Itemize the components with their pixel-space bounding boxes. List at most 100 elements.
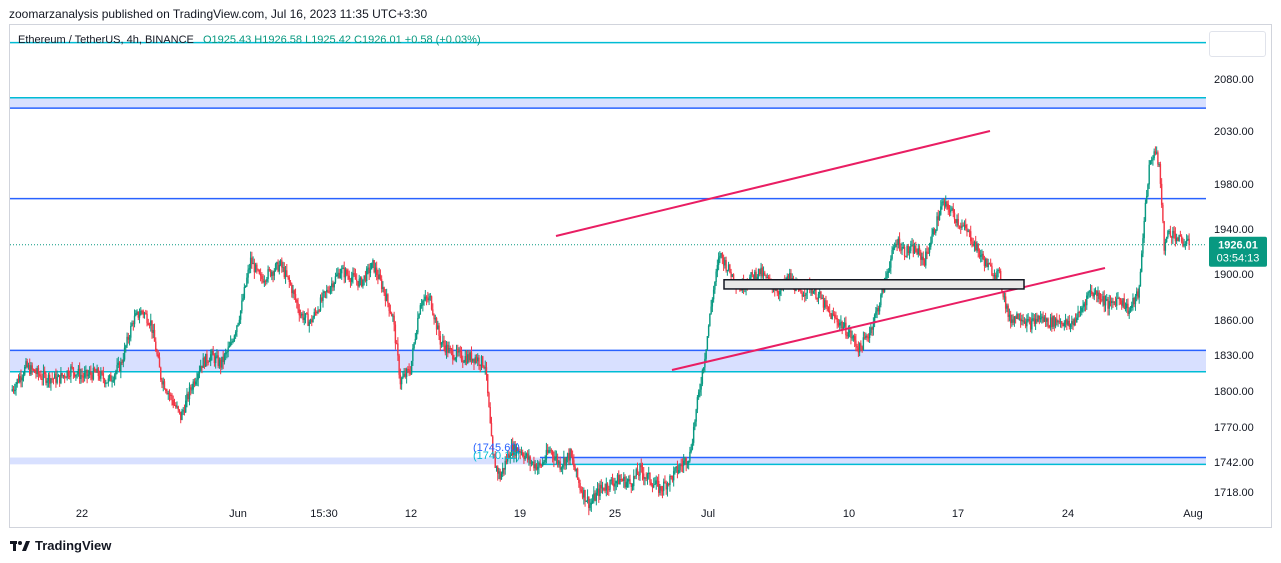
candle-body (30, 365, 32, 375)
candle-body (779, 290, 781, 295)
candle-body (656, 480, 659, 482)
candle-body (122, 359, 125, 363)
candle-body (27, 365, 30, 368)
candle-body (1106, 299, 1108, 301)
candle-body (565, 457, 568, 466)
candle-body (664, 481, 666, 483)
candle-body (187, 393, 189, 400)
last-price-badge (1209, 236, 1267, 267)
candle-body (419, 305, 422, 315)
candle-body (453, 359, 455, 361)
candle-body (199, 365, 202, 371)
candle-body (380, 279, 383, 289)
candle-body (46, 380, 48, 383)
candle-body (142, 311, 144, 315)
candle-body (277, 262, 279, 272)
candle-body (281, 260, 283, 268)
candle-body (71, 366, 73, 368)
candle-body (752, 274, 755, 280)
candle-body (1150, 159, 1153, 161)
candle-body (644, 477, 646, 479)
candle-body (730, 272, 732, 278)
candle-body (635, 469, 637, 477)
candle-body (857, 347, 860, 353)
candle-body (170, 394, 172, 396)
candle-body (575, 468, 578, 472)
candle-body (123, 347, 126, 360)
candle-body (155, 341, 157, 352)
candle-body (222, 356, 224, 363)
candle-body (987, 262, 989, 268)
candle-body (458, 350, 460, 353)
candle-body (437, 325, 439, 330)
candle-body (354, 275, 357, 280)
candle-body (127, 336, 130, 340)
candle-body (173, 405, 176, 407)
candle-body (1155, 152, 1158, 154)
candle-body (1107, 299, 1109, 309)
candle-body (399, 374, 402, 385)
candle-body (689, 451, 691, 461)
candle-body (1052, 316, 1054, 327)
candle-body (254, 264, 257, 273)
candle-body (15, 384, 17, 391)
candle-body (63, 375, 66, 378)
candle-body (400, 378, 403, 385)
candle-body (291, 284, 293, 294)
candle-body (34, 369, 36, 373)
candle-body (311, 319, 313, 323)
candle-body (1135, 291, 1138, 296)
candle-body (25, 361, 27, 367)
candle-body (232, 341, 234, 343)
candle-body (423, 299, 425, 301)
candle-body (487, 374, 489, 394)
candle-body (98, 376, 101, 379)
candle-body (609, 479, 611, 490)
candle-body (1088, 291, 1090, 293)
candle-body (1078, 311, 1080, 313)
candle-body (951, 208, 953, 211)
candle-body (660, 486, 662, 491)
candle-body (571, 456, 574, 461)
candle-body (520, 452, 523, 454)
level-price-label: (1740.12) (473, 450, 520, 462)
candle-body (1028, 319, 1031, 322)
candle-body (928, 247, 931, 253)
candle-body (1019, 318, 1022, 322)
candle-body (871, 327, 873, 330)
candle-body (1142, 238, 1144, 254)
candle-body (595, 492, 598, 501)
candle-body (323, 291, 325, 293)
candle-body (198, 370, 201, 374)
candle-body (882, 287, 885, 292)
candle-body (926, 251, 928, 253)
candle-body (369, 269, 372, 274)
candle-body (640, 465, 642, 468)
candle-body (313, 311, 315, 318)
candle-body (935, 230, 937, 234)
candle-body (725, 260, 727, 271)
candle-body (52, 378, 55, 380)
price-axis-settings-button[interactable] (1209, 31, 1266, 57)
candle-body (600, 484, 603, 489)
candle-body (367, 267, 369, 269)
candle-body (388, 303, 390, 312)
candle-body (765, 274, 767, 278)
candle-body (645, 477, 647, 479)
candle-body (336, 274, 338, 277)
candle-body (1134, 295, 1137, 305)
candle-body (132, 323, 135, 325)
candle-body (387, 294, 389, 304)
candle-body (111, 380, 113, 382)
candle-body (1178, 234, 1180, 241)
candle-body (182, 410, 184, 412)
candle-body (424, 296, 427, 300)
candle-body (724, 260, 726, 266)
candle-body (339, 273, 342, 278)
candle-body (832, 313, 835, 315)
candle-body (1016, 313, 1018, 319)
candle-body (405, 369, 408, 377)
candle-body (72, 367, 75, 373)
candle-body (993, 275, 996, 277)
